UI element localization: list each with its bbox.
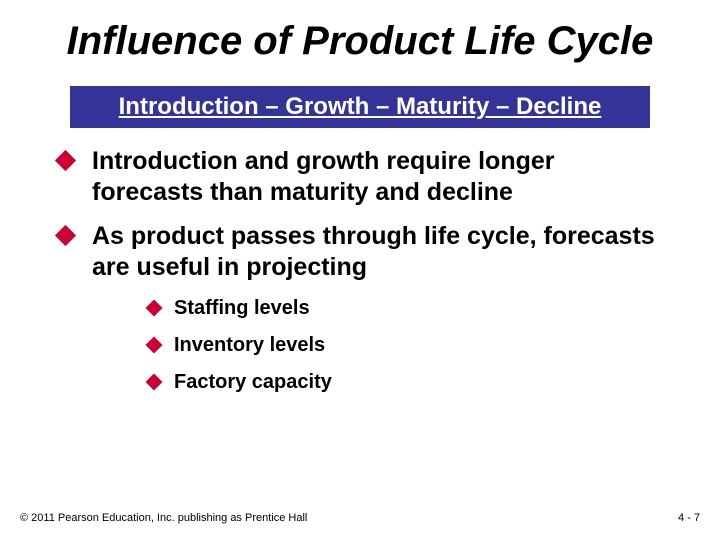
stage-bar: Introduction – Growth – Maturity – Decli… bbox=[70, 86, 650, 128]
bullet-text: Introduction and growth require longer f… bbox=[92, 147, 555, 206]
bullet-subtext: Staffing levels bbox=[174, 297, 310, 319]
diamond-icon bbox=[146, 299, 163, 316]
bullet-text: As product passes through life cycle, fo… bbox=[92, 222, 655, 281]
diamond-icon bbox=[146, 373, 163, 390]
slide-title: Influence of Product Life Cycle bbox=[40, 18, 680, 64]
bullet-item: As product passes through life cycle, fo… bbox=[58, 221, 670, 282]
bullet-subtext: Factory capacity bbox=[174, 371, 332, 393]
diamond-icon bbox=[146, 336, 163, 353]
bullet-subitem: Factory capacity bbox=[148, 370, 680, 395]
bullet-list-level1: Introduction and growth require longer f… bbox=[40, 146, 680, 282]
bullet-list-level2: Staffing levels Inventory levels Factory… bbox=[40, 296, 680, 395]
footer-copyright: © 2011 Pearson Education, Inc. publishin… bbox=[20, 512, 307, 524]
diamond-icon bbox=[55, 225, 76, 246]
bullet-subitem: Inventory levels bbox=[148, 333, 680, 358]
footer-page-number: 4 - 7 bbox=[678, 512, 700, 524]
bullet-item: Introduction and growth require longer f… bbox=[58, 146, 670, 207]
slide: Influence of Product Life Cycle Introduc… bbox=[0, 0, 720, 540]
diamond-icon bbox=[55, 150, 76, 171]
bullet-subtext: Inventory levels bbox=[174, 334, 325, 356]
bullet-subitem: Staffing levels bbox=[148, 296, 680, 321]
